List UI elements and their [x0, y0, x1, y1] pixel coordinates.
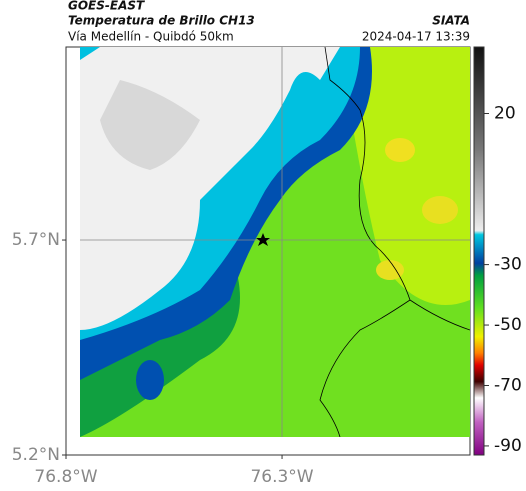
colorbar-tick-label: 20 — [494, 103, 516, 123]
y-tick-label: 5.7°N — [12, 230, 60, 250]
colorbar-tick-label: -70 — [494, 375, 522, 395]
imagery — [80, 47, 470, 437]
datetime: 2024-04-17 13:39 — [362, 30, 470, 44]
x-tick-label: 76.8°W — [34, 467, 97, 487]
source: GOES-EAST — [68, 0, 145, 13]
org: SIATA — [432, 14, 470, 28]
product: Temperatura de Brillo CH13 — [68, 14, 255, 28]
colorbar — [473, 46, 485, 456]
ticks: 76.8°W 76.3°W 5.2°N 5.7°N 20 -30 -50 -70 -90 — [12, 103, 522, 487]
colorbar-tick-label: -90 — [494, 436, 522, 456]
route: Vía Medellín - Quibdó 50km — [68, 30, 234, 44]
x-tick-label: 76.3°W — [250, 467, 313, 487]
colorbar-tick-label: -30 — [494, 255, 522, 275]
y-tick-label: 5.2°N — [12, 445, 60, 465]
colorbar-tick-label: -50 — [494, 315, 522, 335]
